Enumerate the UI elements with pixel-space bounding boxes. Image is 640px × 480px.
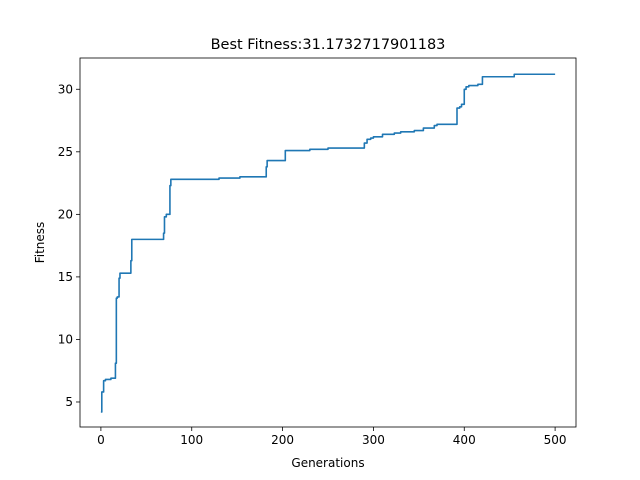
- x-tick-label: 0: [97, 433, 105, 447]
- y-tick-label: 25: [58, 145, 73, 159]
- plot-area-frame: [79, 57, 577, 428]
- y-tick-label: 10: [58, 332, 73, 346]
- x-tick-label: 300: [362, 433, 385, 447]
- chart-title: Best Fitness:31.1732717901183: [211, 37, 446, 53]
- y-tick-label: 5: [65, 395, 73, 409]
- x-tick-label: 200: [271, 433, 294, 447]
- x-axis-label: Generations: [291, 456, 364, 470]
- x-axis: 0 100 200 300 400 500: [97, 427, 567, 447]
- y-tick-label: 20: [58, 207, 73, 221]
- x-tick-label: 100: [180, 433, 203, 447]
- best-fitness-line: [100, 73, 556, 413]
- x-tick-label: 500: [544, 433, 567, 447]
- y-axis: 5 10 15 20 25 30: [58, 82, 80, 409]
- y-tick-label: 15: [58, 270, 73, 284]
- x-tick-label: 400: [453, 433, 476, 447]
- y-tick-label: 30: [58, 82, 73, 96]
- y-axis-label: Fitness: [33, 222, 47, 264]
